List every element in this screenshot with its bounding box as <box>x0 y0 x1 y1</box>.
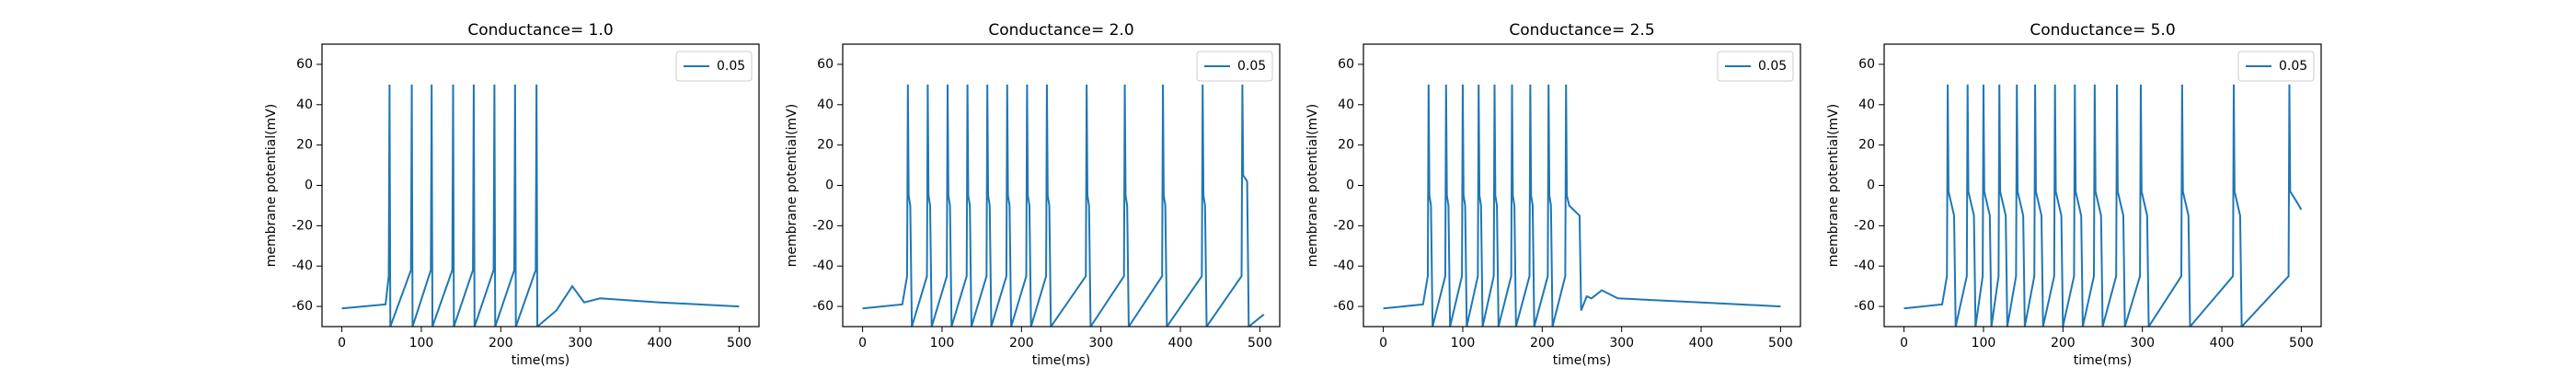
legend-label: 0.05 <box>2279 59 2307 74</box>
series-line <box>862 84 1265 327</box>
x-tick-label: 300 <box>568 336 592 351</box>
x-tick-label: 100 <box>1972 336 1996 351</box>
y-tick-label: 60 <box>1338 57 1354 72</box>
x-axis-label: time(ms) <box>512 353 570 368</box>
y-tick-label: -20 <box>812 218 834 233</box>
subplot: Conductance= 5.00 100 200 300 400 500-60-40-2… <box>1826 21 2322 368</box>
x-tick-label: 400 <box>2210 336 2235 351</box>
x-tick-label: 0 <box>858 336 867 351</box>
y-tick-label: 0 <box>305 178 313 193</box>
y-tick-label: 0 <box>825 178 834 193</box>
axes-frame <box>1363 43 1801 328</box>
x-tick-label: 0 <box>1900 336 1908 351</box>
x-tick-label: 300 <box>1088 336 1113 351</box>
series-line <box>341 84 740 327</box>
legend-box <box>2237 51 2315 82</box>
y-tick-label: -40 <box>1854 259 1875 273</box>
series-line <box>1383 84 1781 327</box>
subplot-title: Conductance= 1.0 <box>467 21 613 40</box>
y-tick-label: 20 <box>1338 138 1354 153</box>
x-tick-label: 400 <box>1168 336 1193 351</box>
y-tick-label: 60 <box>817 57 834 72</box>
x-tick-label: 400 <box>1689 336 1714 351</box>
x-tick-label: 100 <box>930 336 955 351</box>
y-tick-label: -60 <box>1854 299 1875 314</box>
y-tick-label: 0 <box>1346 178 1354 193</box>
x-tick-label: 200 <box>489 336 513 351</box>
subplot-title: Conductance= 5.0 <box>2030 21 2175 40</box>
y-tick-label: 40 <box>296 98 313 112</box>
x-tick-label: 500 <box>1248 336 1272 351</box>
x-tick-label: 500 <box>2289 336 2314 351</box>
y-axis-label: membrane potential(mV) <box>1826 104 1841 267</box>
x-tick-label: 100 <box>409 336 434 351</box>
subplot-title: Conductance= 2.0 <box>988 21 1133 40</box>
y-tick-label: 20 <box>1858 138 1875 153</box>
x-axis-label: time(ms) <box>1032 353 1091 368</box>
x-tick-label: 100 <box>1451 336 1476 351</box>
y-tick-label: -20 <box>292 218 313 233</box>
y-tick-label: -60 <box>292 299 313 314</box>
legend-box <box>1717 51 1794 82</box>
x-tick-label: 300 <box>1609 336 1634 351</box>
axes-frame <box>842 43 1281 328</box>
y-tick-label: 40 <box>1858 98 1875 112</box>
legend-label: 0.05 <box>1758 59 1787 74</box>
y-tick-label: 0 <box>1867 178 1875 193</box>
y-tick-label: 20 <box>296 138 313 153</box>
x-axis-label: time(ms) <box>2074 353 2133 368</box>
legend-box <box>1196 51 1273 82</box>
y-tick-label: -20 <box>1854 218 1875 233</box>
y-axis-label: membrane potential(mV) <box>264 104 279 267</box>
y-tick-label: -60 <box>1333 299 1354 314</box>
x-tick-label: 0 <box>338 336 346 351</box>
y-axis-label: membrane potential(mV) <box>785 104 799 267</box>
y-tick-label: -40 <box>812 259 834 273</box>
x-tick-label: 500 <box>1768 336 1793 351</box>
y-tick-label: 60 <box>296 57 313 72</box>
y-tick-label: 40 <box>817 98 834 112</box>
y-tick-label: -40 <box>292 259 313 273</box>
legend-label: 0.05 <box>1237 59 1266 74</box>
subplot: Conductance= 1.00 100 200 300 400 500-60-40-2… <box>264 21 760 368</box>
x-tick-label: 200 <box>2051 336 2076 351</box>
x-tick-label: 0 <box>1379 336 1387 351</box>
legend-label: 0.05 <box>717 59 745 74</box>
y-tick-label: -20 <box>1333 218 1354 233</box>
y-tick-label: -40 <box>1333 259 1354 273</box>
x-tick-label: 200 <box>1009 336 1034 351</box>
series-line <box>1903 84 2303 327</box>
x-tick-label: 300 <box>2130 336 2155 351</box>
y-tick-label: -60 <box>812 299 834 314</box>
y-tick-label: 40 <box>1338 98 1354 112</box>
x-axis-label: time(ms) <box>1553 353 1612 368</box>
x-tick-label: 200 <box>1530 336 1555 351</box>
axes-frame <box>1883 43 2322 328</box>
subplot: Conductance= 2.50 100 200 300 400 500-60-40-2… <box>1305 21 1801 368</box>
x-tick-label: 500 <box>727 336 752 351</box>
legend-box <box>675 51 753 82</box>
y-axis-label: membrane potential(mV) <box>1305 104 1320 267</box>
y-tick-label: 20 <box>817 138 834 153</box>
x-tick-label: 400 <box>648 336 673 351</box>
subplot: Conductance= 2.00 100 200 300 400 500-60-40-2… <box>785 21 1281 368</box>
axes-frame <box>321 43 760 328</box>
y-tick-label: 60 <box>1858 57 1875 72</box>
subplot-title: Conductance= 2.5 <box>1509 21 1654 40</box>
